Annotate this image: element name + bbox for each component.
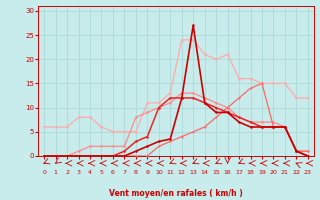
X-axis label: Vent moyen/en rafales ( km/h ): Vent moyen/en rafales ( km/h )	[109, 189, 243, 198]
